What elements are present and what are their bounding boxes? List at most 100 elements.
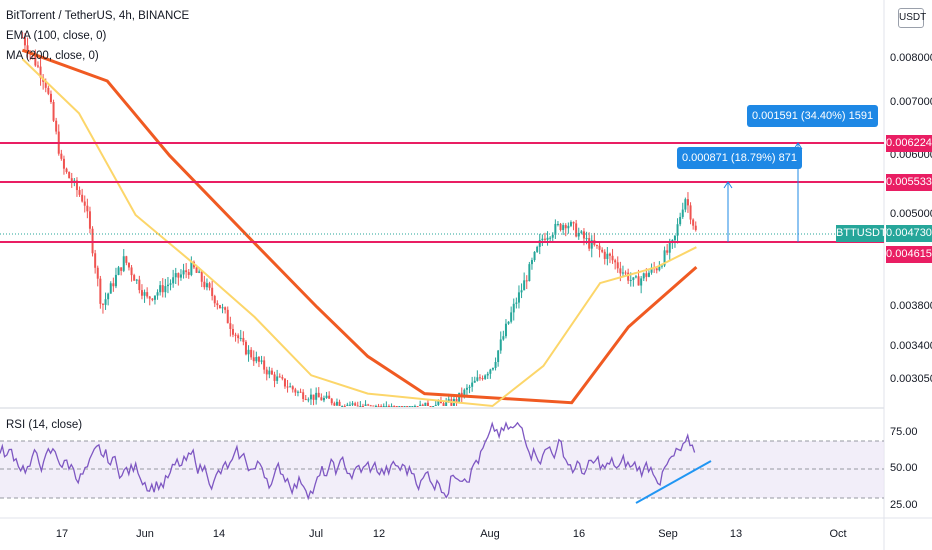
candle-body — [486, 373, 489, 376]
candle-body — [78, 190, 81, 195]
candle-body — [616, 262, 619, 269]
ma-200-line — [21, 48, 698, 405]
measure-box-small[interactable]: 0.000871 (18.79%) 871 — [677, 147, 802, 169]
candle-body — [55, 120, 58, 132]
candle-body — [161, 285, 164, 293]
candle-body — [398, 406, 401, 407]
candle-body — [608, 253, 611, 256]
time-tick: Jun — [136, 528, 154, 540]
price-tick: 0.006000 — [890, 149, 932, 161]
candle-body — [138, 279, 141, 291]
candle-body — [120, 267, 123, 271]
candle-body — [322, 397, 325, 401]
candle-body — [283, 378, 286, 387]
candle-body — [156, 292, 159, 296]
candle-body — [676, 224, 679, 236]
candle-body — [606, 253, 609, 259]
candle-body — [598, 245, 601, 250]
candle-body — [291, 386, 294, 390]
rsi-tick: 75.00 — [890, 426, 918, 438]
price-tick: 0.003400 — [890, 340, 932, 352]
level-top-tag: 0.006224 — [886, 135, 932, 152]
candle-body — [26, 45, 29, 53]
candle-body — [338, 401, 341, 406]
candle-body — [229, 323, 232, 329]
candle-body — [481, 378, 484, 380]
rsi-legend[interactable]: RSI (14, close) — [6, 419, 83, 431]
candle-body — [172, 277, 175, 284]
candle-body — [140, 290, 143, 296]
measure-box-large[interactable]: 0.001591 (34.40%) 1591 — [747, 105, 879, 127]
candle-body — [684, 199, 687, 210]
candle-body — [190, 261, 193, 275]
candle-body — [166, 284, 169, 287]
candle-body — [385, 406, 388, 407]
rsi-tick: 50.00 — [890, 462, 918, 474]
candle-body — [239, 337, 242, 339]
rsi-tick: 25.00 — [890, 499, 918, 511]
time-tick: Aug — [480, 528, 500, 540]
candle-body — [83, 201, 86, 206]
candle-body — [187, 272, 190, 275]
candle-body — [468, 386, 471, 388]
candle-body — [387, 406, 390, 407]
price-tick: 0.003050 — [890, 373, 932, 385]
candle-body — [491, 367, 494, 370]
candle-body — [554, 223, 557, 235]
measure-arrowhead-small — [723, 181, 733, 189]
time-tick: 14 — [212, 528, 226, 540]
candle-body — [473, 380, 476, 383]
candle-body — [673, 235, 676, 241]
ma-legend[interactable]: MA (200, close, 0) — [6, 50, 99, 62]
candle-body — [692, 219, 695, 226]
candle-body — [517, 292, 520, 303]
time-tick: Sep — [658, 528, 678, 540]
currency-button[interactable]: USDT — [898, 8, 926, 28]
candle-body — [562, 225, 565, 230]
candle-body — [400, 406, 403, 407]
candle-body — [198, 271, 201, 273]
candle-body — [476, 377, 479, 381]
candle-body — [359, 406, 362, 407]
candle-body — [122, 256, 125, 271]
candle-body — [60, 153, 63, 159]
candle-body — [660, 265, 663, 267]
candle-body — [533, 251, 536, 261]
candle-body — [465, 387, 468, 390]
candle-body — [538, 240, 541, 247]
price-tick: 0.007000 — [890, 96, 932, 108]
candle-body — [627, 272, 630, 281]
ema-legend[interactable]: EMA (100, close, 0) — [6, 30, 107, 42]
candle-body — [112, 283, 115, 287]
candle-body — [224, 307, 227, 310]
candle-body — [231, 328, 234, 335]
candle-body — [478, 377, 481, 379]
candle-body — [211, 287, 214, 297]
candle-body — [637, 276, 640, 286]
candle-body — [130, 267, 133, 276]
candle-body — [65, 168, 68, 173]
candle-body — [434, 404, 437, 406]
candle-body — [588, 238, 591, 249]
candle-body — [556, 223, 559, 225]
rsi-trendline[interactable] — [635, 460, 712, 504]
candle-body — [169, 283, 172, 285]
candle-body — [523, 280, 526, 291]
candle-body — [182, 270, 185, 275]
candle-body — [234, 334, 237, 336]
candle-body — [377, 406, 380, 407]
candle-body — [463, 389, 466, 397]
candle-body — [265, 369, 268, 375]
candle-body — [302, 392, 305, 399]
ema-100-line — [21, 58, 697, 408]
candle-body — [471, 382, 474, 387]
candle-body — [364, 404, 367, 406]
candle-body — [416, 406, 419, 407]
candle-body — [580, 231, 583, 233]
candle-body — [185, 270, 188, 273]
candle-body — [442, 403, 445, 406]
candle-body — [325, 395, 328, 398]
candle-body — [174, 273, 177, 278]
candle-body — [309, 394, 312, 400]
candle-body — [244, 341, 247, 355]
